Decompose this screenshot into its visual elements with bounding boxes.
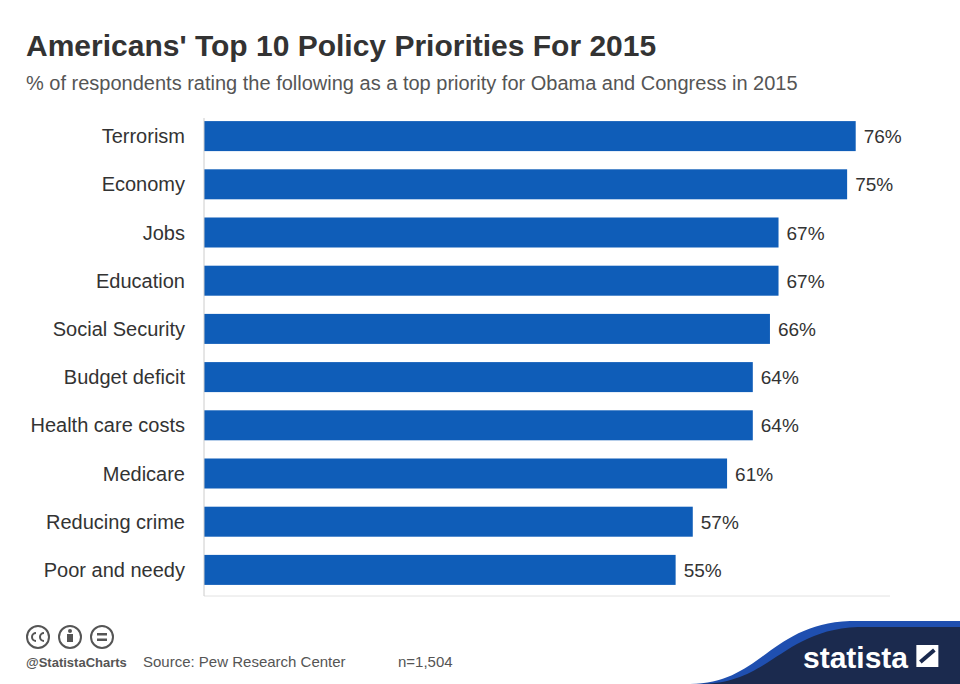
bar [204, 121, 856, 151]
credit: @StatistaCharts [26, 655, 127, 670]
bar [204, 218, 779, 248]
subtitle: % of respondents rating the following as… [26, 72, 798, 94]
page: {"chart_data": {"type": "bar", "orientat… [0, 0, 960, 684]
bar [204, 507, 693, 537]
data-label: 76% [864, 126, 902, 147]
brand-accent [690, 621, 960, 684]
bar [204, 266, 779, 296]
bars [204, 121, 856, 585]
license-icon-part [97, 639, 107, 642]
category-label: Poor and needy [44, 559, 185, 581]
brand-block [700, 627, 960, 684]
data-label: 75% [855, 174, 893, 195]
license-icon [27, 626, 49, 648]
category-label: Medicare [103, 463, 185, 485]
data-label: 61% [735, 464, 773, 485]
bar [204, 362, 753, 392]
chart: Americans' Top 10 Policy Priorities For … [0, 0, 960, 684]
data-label: 67% [787, 223, 825, 244]
bar [204, 459, 727, 489]
license-icons [27, 626, 113, 648]
title: Americans' Top 10 Policy Priorities For … [26, 29, 656, 62]
brand-logo [916, 645, 938, 667]
background [0, 0, 960, 684]
license-icon-part [97, 633, 107, 636]
category-label: Social Security [53, 318, 185, 340]
bar [204, 314, 770, 344]
license-icon-part [67, 634, 73, 642]
bar [204, 410, 753, 440]
category-label: Health care costs [30, 414, 185, 436]
category-label: Budget deficit [64, 366, 186, 388]
data-label: 64% [761, 367, 799, 388]
data-label: 66% [778, 319, 816, 340]
license-icon [91, 626, 113, 648]
bar [204, 169, 847, 199]
y-axis-line [204, 118, 205, 596]
source: Source: Pew Research Center [143, 653, 346, 670]
data-label: 64% [761, 415, 799, 436]
license-icon [59, 626, 81, 648]
category-label: Jobs [143, 222, 185, 244]
license-icon-part [32, 633, 44, 641]
x-axis-line [204, 596, 890, 597]
data-label: 67% [787, 271, 825, 292]
category-label: Economy [102, 173, 185, 195]
brand-logo-part [920, 650, 934, 662]
category-label: Terrorism [102, 125, 185, 147]
brand: statista [803, 641, 908, 674]
bar [204, 555, 676, 585]
license-icon-part [68, 629, 72, 633]
sample-size: n=1,504 [398, 653, 453, 670]
data-label: 57% [701, 512, 739, 533]
category-label: Reducing crime [46, 511, 185, 533]
category-label: Education [96, 270, 185, 292]
data-label: 55% [684, 560, 722, 581]
